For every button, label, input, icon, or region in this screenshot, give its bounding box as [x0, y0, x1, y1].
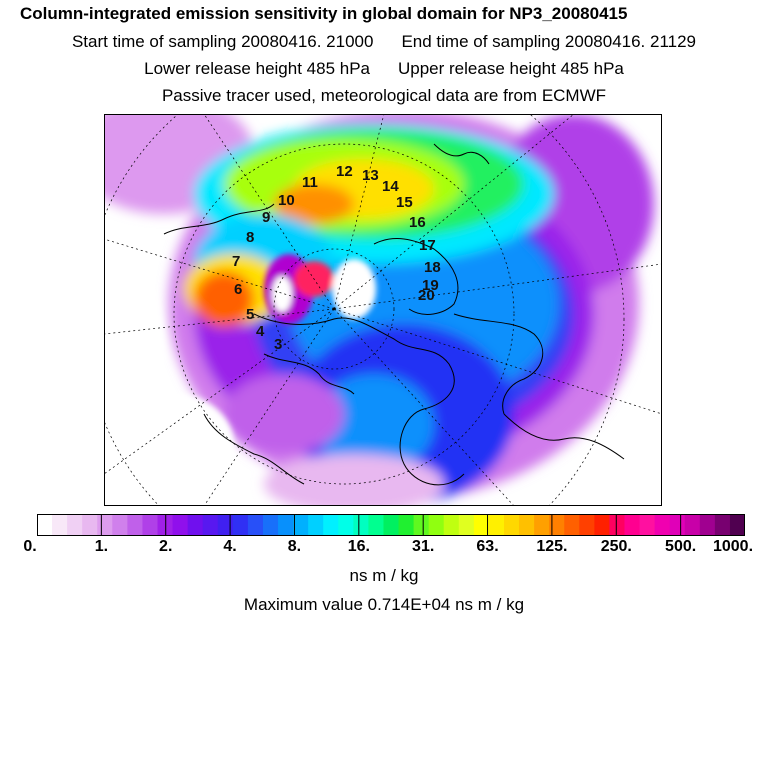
colorbar-swatch [684, 514, 701, 536]
track-label: 3 [274, 336, 282, 353]
colorbar-swatch [549, 514, 565, 536]
colorbar-swatch [293, 514, 309, 536]
upper-release-label: Upper release height 485 hPa [398, 59, 624, 78]
colorbar-tick-label: 31. [412, 538, 435, 555]
colorbar-swatch [428, 514, 445, 536]
colorbar-swatch [323, 514, 339, 536]
colorbar-swatch [368, 514, 385, 536]
colorbar-swatch [172, 514, 189, 536]
colorbar-swatch [413, 514, 430, 536]
colorbar-swatch [729, 514, 745, 536]
colorbar-swatch [609, 514, 626, 536]
colorbar-swatch [112, 514, 128, 536]
track-labels: 3 4 5 6 7 8 9 10 11 12 13 14 15 16 17 18… [232, 163, 441, 353]
colorbar-units: ns m / kg [349, 566, 419, 585]
colorbar-swatch [714, 514, 731, 536]
maximum-value-label: Maximum value 0.714E+04 ns m / kg [243, 595, 525, 614]
plot-title: Column-integrated emission sensitivity i… [20, 4, 628, 23]
colorbar-swatch [534, 514, 550, 536]
colorbar-swatch [503, 514, 520, 536]
colorbar-swatch [247, 514, 264, 536]
colorbar-tick-label: 2. [159, 538, 173, 555]
colorbar-swatch [383, 514, 400, 536]
tracer-note: Passive tracer used, meteorological data… [161, 86, 607, 105]
start-time-label: Start time of sampling 20080416. 21000 [71, 32, 374, 51]
track-label: 15 [396, 194, 413, 211]
track-label: 20 [418, 287, 435, 304]
track-label: 5 [246, 306, 254, 323]
track-label: 9 [262, 209, 270, 226]
track-label: 8 [246, 229, 254, 246]
colorbar [37, 514, 745, 536]
sensitivity-map: 3 4 5 6 7 8 9 10 11 12 13 14 15 16 17 18… [104, 114, 662, 506]
colorbar-swatch [202, 514, 219, 536]
colorbar-swatch [217, 514, 234, 536]
colorbar-swatch [488, 514, 505, 536]
colorbar-swatch [564, 514, 580, 536]
release-heights: Lower release height 485 hPa Upper releas… [0, 59, 768, 79]
colorbar-swatch [278, 514, 294, 536]
colorbar-swatch [97, 514, 113, 536]
colorbar-tick-label: 63. [476, 538, 499, 555]
track-label: 16 [409, 214, 426, 231]
track-label: 6 [234, 281, 242, 298]
colorbar-swatch [353, 514, 369, 536]
colorbar-swatch [639, 514, 656, 536]
track-label: 19 [422, 277, 439, 294]
colorbar-tick-label: 0. [23, 538, 37, 555]
colorbar-swatch [669, 514, 686, 536]
track-label: 11 [302, 174, 318, 191]
track-label: 18 [424, 259, 441, 276]
colorbar-swatch [624, 514, 641, 536]
colorbar-swatch [473, 514, 490, 536]
colorbar-swatch [594, 514, 611, 536]
colorbar-swatch [82, 514, 98, 536]
colorbar-swatch [232, 514, 249, 536]
lower-release-label: Lower release height 485 hPa [144, 59, 370, 78]
colorbar-swatch [142, 514, 159, 536]
coastlines [163, 143, 625, 486]
colorbar-swatch [443, 514, 460, 536]
track-label: 10 [278, 192, 295, 209]
colorbar-tick-label: 4. [223, 538, 237, 555]
colorbar-swatch [699, 514, 716, 536]
colorbar-swatch [67, 514, 83, 536]
colorbar-swatch [187, 514, 204, 536]
colorbar-swatch [338, 514, 354, 536]
colorbar-swatch [127, 514, 144, 536]
colorbar-tick-label: 16. [347, 538, 370, 555]
colorbar-swatch [308, 514, 324, 536]
end-time-label: End time of sampling 20080416. 21129 [401, 32, 697, 51]
track-label: 13 [362, 167, 379, 184]
colorbar-tick-label: 125. [536, 538, 568, 555]
colorbar-tick-label: 250. [600, 538, 632, 555]
colorbar-swatch [579, 514, 595, 536]
track-label: 14 [382, 178, 399, 195]
colorbar-swatch [654, 514, 671, 536]
colorbar-tick-label: 1. [94, 538, 109, 555]
track-label: 12 [336, 163, 353, 180]
colorbar-swatch [52, 514, 68, 536]
track-label: 4 [256, 323, 265, 340]
colorbar-swatch [519, 514, 535, 536]
sampling-times: Start time of sampling 20080416. 21000 En… [0, 32, 768, 52]
colorbar-swatch [37, 514, 53, 536]
graticule [104, 114, 662, 506]
track-label: 7 [232, 253, 240, 270]
track-label: 17 [419, 237, 436, 254]
colorbar-tick-label: 1000. [712, 538, 754, 555]
colorbar-tick-label: 500. [665, 538, 697, 555]
colorbar-swatch [398, 514, 415, 536]
colorbar-swatch [458, 514, 475, 536]
map-frame [104, 114, 662, 506]
colorbar-swatch [262, 514, 279, 536]
colorbar-tick-label: 8. [287, 538, 302, 555]
